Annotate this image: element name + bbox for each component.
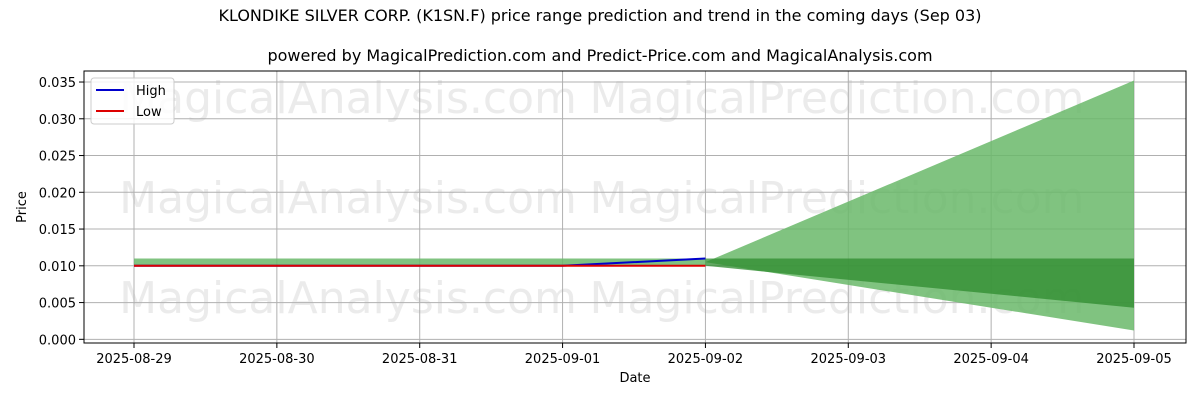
- x-axis-label: Date: [619, 371, 650, 386]
- y-axis-label: Price: [15, 191, 30, 223]
- y-tick-label: 0.000: [39, 333, 76, 348]
- watermark-text: MagicalAnalysis.com: [119, 173, 577, 224]
- x-tick-label: 2025-09-02: [668, 352, 744, 367]
- watermark-text: MagicalPrediction.com: [590, 73, 1085, 124]
- x-tick-label: 2025-09-01: [525, 352, 601, 367]
- x-tick-label: 2025-08-30: [239, 352, 315, 367]
- legend-label-high: High: [136, 84, 166, 99]
- legend: High Low: [90, 77, 175, 125]
- series-lines: [134, 257, 706, 267]
- y-axis-ticks: 0.000 0.005 0.010 0.015 0.020 0.025 0.030 0.035: [39, 76, 84, 348]
- chart-subtitle: powered by MagicalPrediction.com and Pre…: [267, 46, 933, 65]
- x-tick-label: 2025-08-29: [96, 352, 172, 367]
- plot-frame: [83, 70, 1187, 344]
- prediction-band-3: [705, 258, 1134, 308]
- y-tick-label: 0.035: [39, 76, 76, 91]
- chart-title: KLONDIKE SILVER CORP. (K1SN.F) price ran…: [218, 6, 982, 25]
- watermark-text: MagicalAnalysis.com: [119, 73, 577, 124]
- watermarks: MagicalAnalysis.com MagicalPrediction.com…: [119, 73, 1084, 324]
- y-tick-label: 0.020: [39, 186, 76, 201]
- x-axis-ticks: 2025-08-29 2025-08-30 2025-08-31 2025-09-01…: [96, 343, 1172, 367]
- x-tick-label: 2025-09-03: [811, 352, 887, 367]
- y-tick-label: 0.010: [39, 260, 76, 275]
- legend-label-low: Low: [136, 105, 162, 120]
- y-tick-label: 0.030: [39, 113, 76, 128]
- watermark-text: MagicalAnalysis.com: [119, 273, 577, 324]
- x-tick-label: 2025-09-04: [953, 352, 1029, 367]
- x-tick-label: 2025-08-31: [382, 352, 458, 367]
- y-tick-label: 0.005: [39, 297, 76, 312]
- y-tick-label: 0.015: [39, 223, 76, 238]
- x-tick-label: 2025-09-05: [1096, 352, 1172, 367]
- prediction-bands: [134, 80, 1134, 331]
- prediction-band-1: [134, 258, 706, 266]
- y-tick-label: 0.025: [39, 150, 76, 165]
